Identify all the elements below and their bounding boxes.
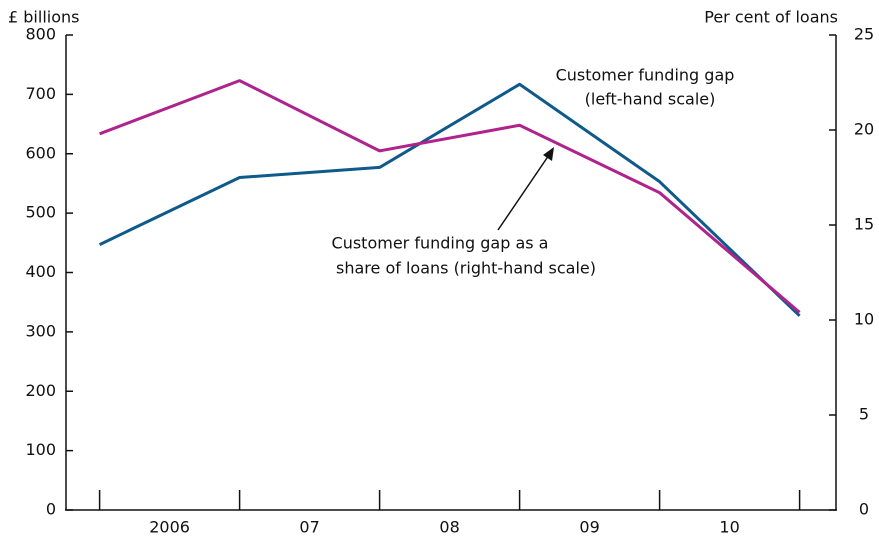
series-label: (left-hand scale) bbox=[585, 90, 716, 109]
y-tick-label: 200 bbox=[25, 381, 56, 400]
y-tick-label: 100 bbox=[25, 440, 56, 459]
series-label: Customer funding gap bbox=[556, 66, 735, 85]
series-line bbox=[99, 79, 801, 314]
y2-tick-label: 5 bbox=[859, 405, 869, 424]
y2-tick-label: 25 bbox=[854, 25, 874, 44]
y2-tick-label: 20 bbox=[854, 120, 874, 139]
y2-tick-label: 15 bbox=[854, 215, 874, 234]
y-tick-label: 300 bbox=[25, 321, 56, 340]
y2-axis-label: Per cent of loans bbox=[704, 8, 838, 27]
y2-tick-label: 10 bbox=[854, 310, 874, 329]
y-axis-label: £ billions bbox=[8, 8, 79, 27]
arrow bbox=[497, 154, 550, 231]
arrow-head bbox=[543, 147, 554, 161]
y-tick-label: 400 bbox=[25, 262, 56, 281]
x-tick-label: 08 bbox=[439, 518, 459, 537]
y2-tick-label: 0 bbox=[859, 500, 869, 519]
x-tick-label: 10 bbox=[719, 518, 739, 537]
y-tick-label: 800 bbox=[25, 25, 56, 44]
y-tick-label: 700 bbox=[25, 84, 56, 103]
series-label: share of loans (right-hand scale) bbox=[336, 259, 596, 278]
x-tick-label: 07 bbox=[299, 518, 319, 537]
y-tick-label: 600 bbox=[25, 143, 56, 162]
x-tick-label: 09 bbox=[579, 518, 599, 537]
series-line bbox=[98, 82, 801, 317]
x-tick-label: 2006 bbox=[149, 518, 190, 537]
y-tick-label: 500 bbox=[25, 203, 56, 222]
series-label: Customer funding gap as a bbox=[332, 234, 549, 253]
y-tick-label: 0 bbox=[46, 500, 56, 519]
